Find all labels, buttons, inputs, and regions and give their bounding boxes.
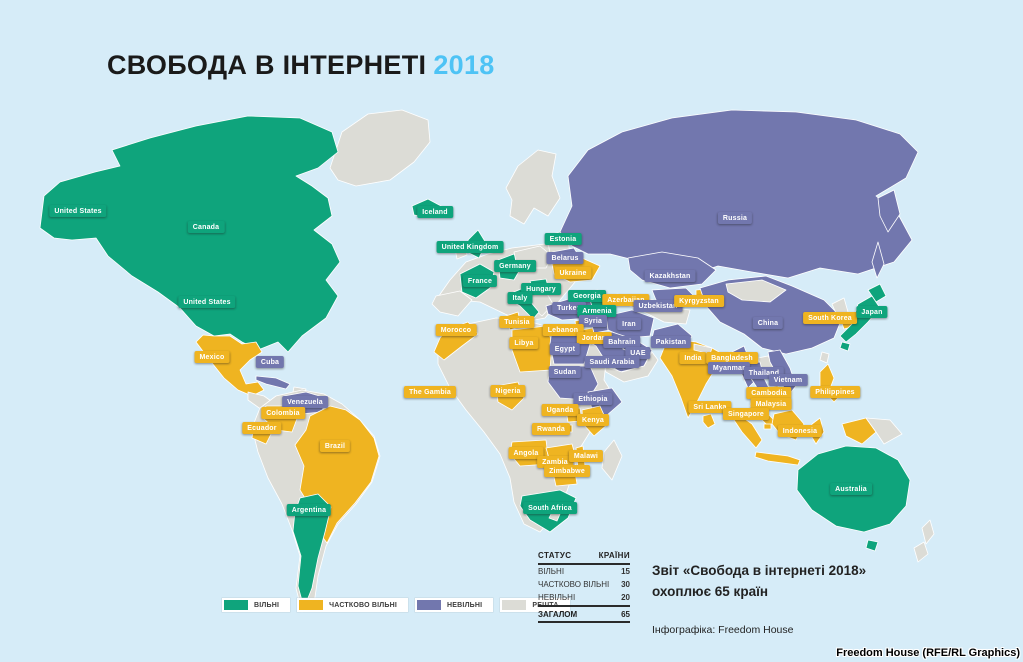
region-yemen-oman	[603, 351, 659, 383]
country-japan-kyushu	[839, 341, 851, 352]
table-row-label: НЕВІЛЬНІ	[538, 593, 576, 602]
table-row--: НЕВІЛЬНІ 20	[538, 591, 630, 604]
legend-swatch-not_free	[417, 600, 442, 610]
country-india	[659, 339, 727, 419]
country-australia	[796, 445, 911, 533]
island-new-guinea-east	[865, 417, 903, 445]
country-usa-canada	[39, 115, 341, 353]
report-note-line2: охоплює 65 країн	[652, 583, 769, 599]
table-row-value: 15	[621, 567, 630, 576]
title-text: СВОБОДА В ІНТЕРНЕТІ	[107, 50, 427, 80]
island-sakhalin	[871, 241, 885, 279]
table-total-label: ЗАГАЛОМ	[538, 609, 578, 619]
table-header-countries: КРАЇНИ	[598, 551, 630, 560]
country-sri-lanka	[702, 413, 716, 429]
island-taiwan	[819, 351, 830, 364]
report-note-line1: Звіт «Свобода в інтернеті 2018»	[652, 563, 867, 578]
table-header-row: СТАТУС КРАЇНИ	[538, 551, 630, 565]
credit-note: Інфографіка: Freedom House	[652, 624, 794, 636]
region-north-america	[39, 109, 431, 419]
region-africa	[427, 311, 623, 533]
region-south-america	[251, 389, 381, 613]
status-table: СТАТУС КРАЇНИ ВІЛЬНІ 15 ЧАСТКОВО ВІЛЬНІ 30 Н…	[538, 551, 630, 623]
table-row-value: 30	[621, 580, 630, 589]
country-new-zealand-north	[921, 519, 935, 545]
country-libya	[511, 325, 553, 373]
table-rows: ВІЛЬНІ 15 ЧАСТКОВО ВІЛЬНІ 30 НЕВІЛЬНІ 20	[538, 565, 630, 604]
country-georgia	[577, 289, 603, 300]
page-title: СВОБОДА В ІНТЕРНЕТІ 2018	[107, 50, 495, 81]
legend-item--: НЕВІЛЬНІ	[415, 598, 494, 612]
country-new-zealand-south	[913, 541, 929, 563]
country-philippines-luzon	[819, 363, 835, 395]
map-legend: ВІЛЬНІ ЧАСТКОВО ВІЛЬНІ НЕВІЛЬНІ РЕШТА	[222, 598, 570, 612]
country-mexico	[195, 334, 265, 397]
country-united-kingdom	[467, 229, 487, 259]
title-year: 2018	[433, 50, 495, 80]
table-total-value: 65	[621, 609, 630, 619]
island-madagascar	[601, 439, 623, 481]
table-header-status: СТАТУС	[538, 551, 572, 560]
table-total-row: ЗАГАЛОМ 65	[538, 605, 630, 623]
legend-swatch-rest	[502, 600, 527, 610]
table-row-value: 20	[621, 593, 630, 602]
region-iberia	[431, 290, 473, 317]
country-ireland	[454, 241, 468, 260]
island-new-guinea-west	[841, 417, 877, 445]
country-mongolia	[725, 279, 787, 303]
legend-swatch-free	[224, 600, 248, 610]
legend-swatch-partly_free	[299, 600, 324, 610]
region-southeast-asia	[731, 345, 903, 466]
table-row-label: ЧАСТКОВО ВІЛЬНІ	[538, 580, 610, 589]
country-lebanon	[574, 319, 583, 328]
region-south-asia	[659, 339, 733, 429]
report-note: Звіт «Свобода в інтернеті 2018» охоплює …	[652, 561, 866, 603]
legend-label: ВІЛЬНІ	[254, 601, 280, 609]
country-greenland	[329, 109, 431, 187]
table-row-label: ВІЛЬНІ	[538, 567, 565, 576]
region-scandinavia	[505, 149, 561, 225]
region-kamchatka	[877, 189, 901, 233]
legend-item--: ЧАСТКОВО ВІЛЬНІ	[297, 598, 409, 612]
country-armenia	[589, 297, 606, 310]
legend-label: ЧАСТКОВО ВІЛЬНІ	[329, 601, 398, 609]
table-row--: ВІЛЬНІ 15	[538, 565, 630, 578]
country-singapore	[763, 423, 772, 430]
country-cuba	[255, 375, 291, 390]
island-borneo	[771, 409, 805, 441]
country-malawi	[575, 445, 586, 469]
country-iceland	[411, 198, 444, 219]
country-the-gambia	[427, 386, 447, 393]
island-java	[754, 451, 801, 466]
legend-item--: ВІЛЬНІ	[222, 598, 291, 612]
island-sulawesi	[809, 417, 825, 445]
legend-label: НЕВІЛЬНІ	[447, 601, 483, 609]
country-russia	[559, 109, 919, 279]
island-tasmania	[865, 539, 879, 552]
country-philippines-mindanao	[827, 389, 841, 403]
country-uganda	[565, 407, 583, 423]
table-row--: ЧАСТКОВО ВІЛЬНІ 30	[538, 578, 630, 591]
country-zimbabwe	[551, 465, 578, 487]
island-sumatra	[733, 413, 763, 449]
region-oceania	[796, 445, 935, 563]
watermark: Freedom House (RFE/RL Graphics)	[836, 647, 1020, 659]
country-rwanda	[563, 424, 573, 433]
